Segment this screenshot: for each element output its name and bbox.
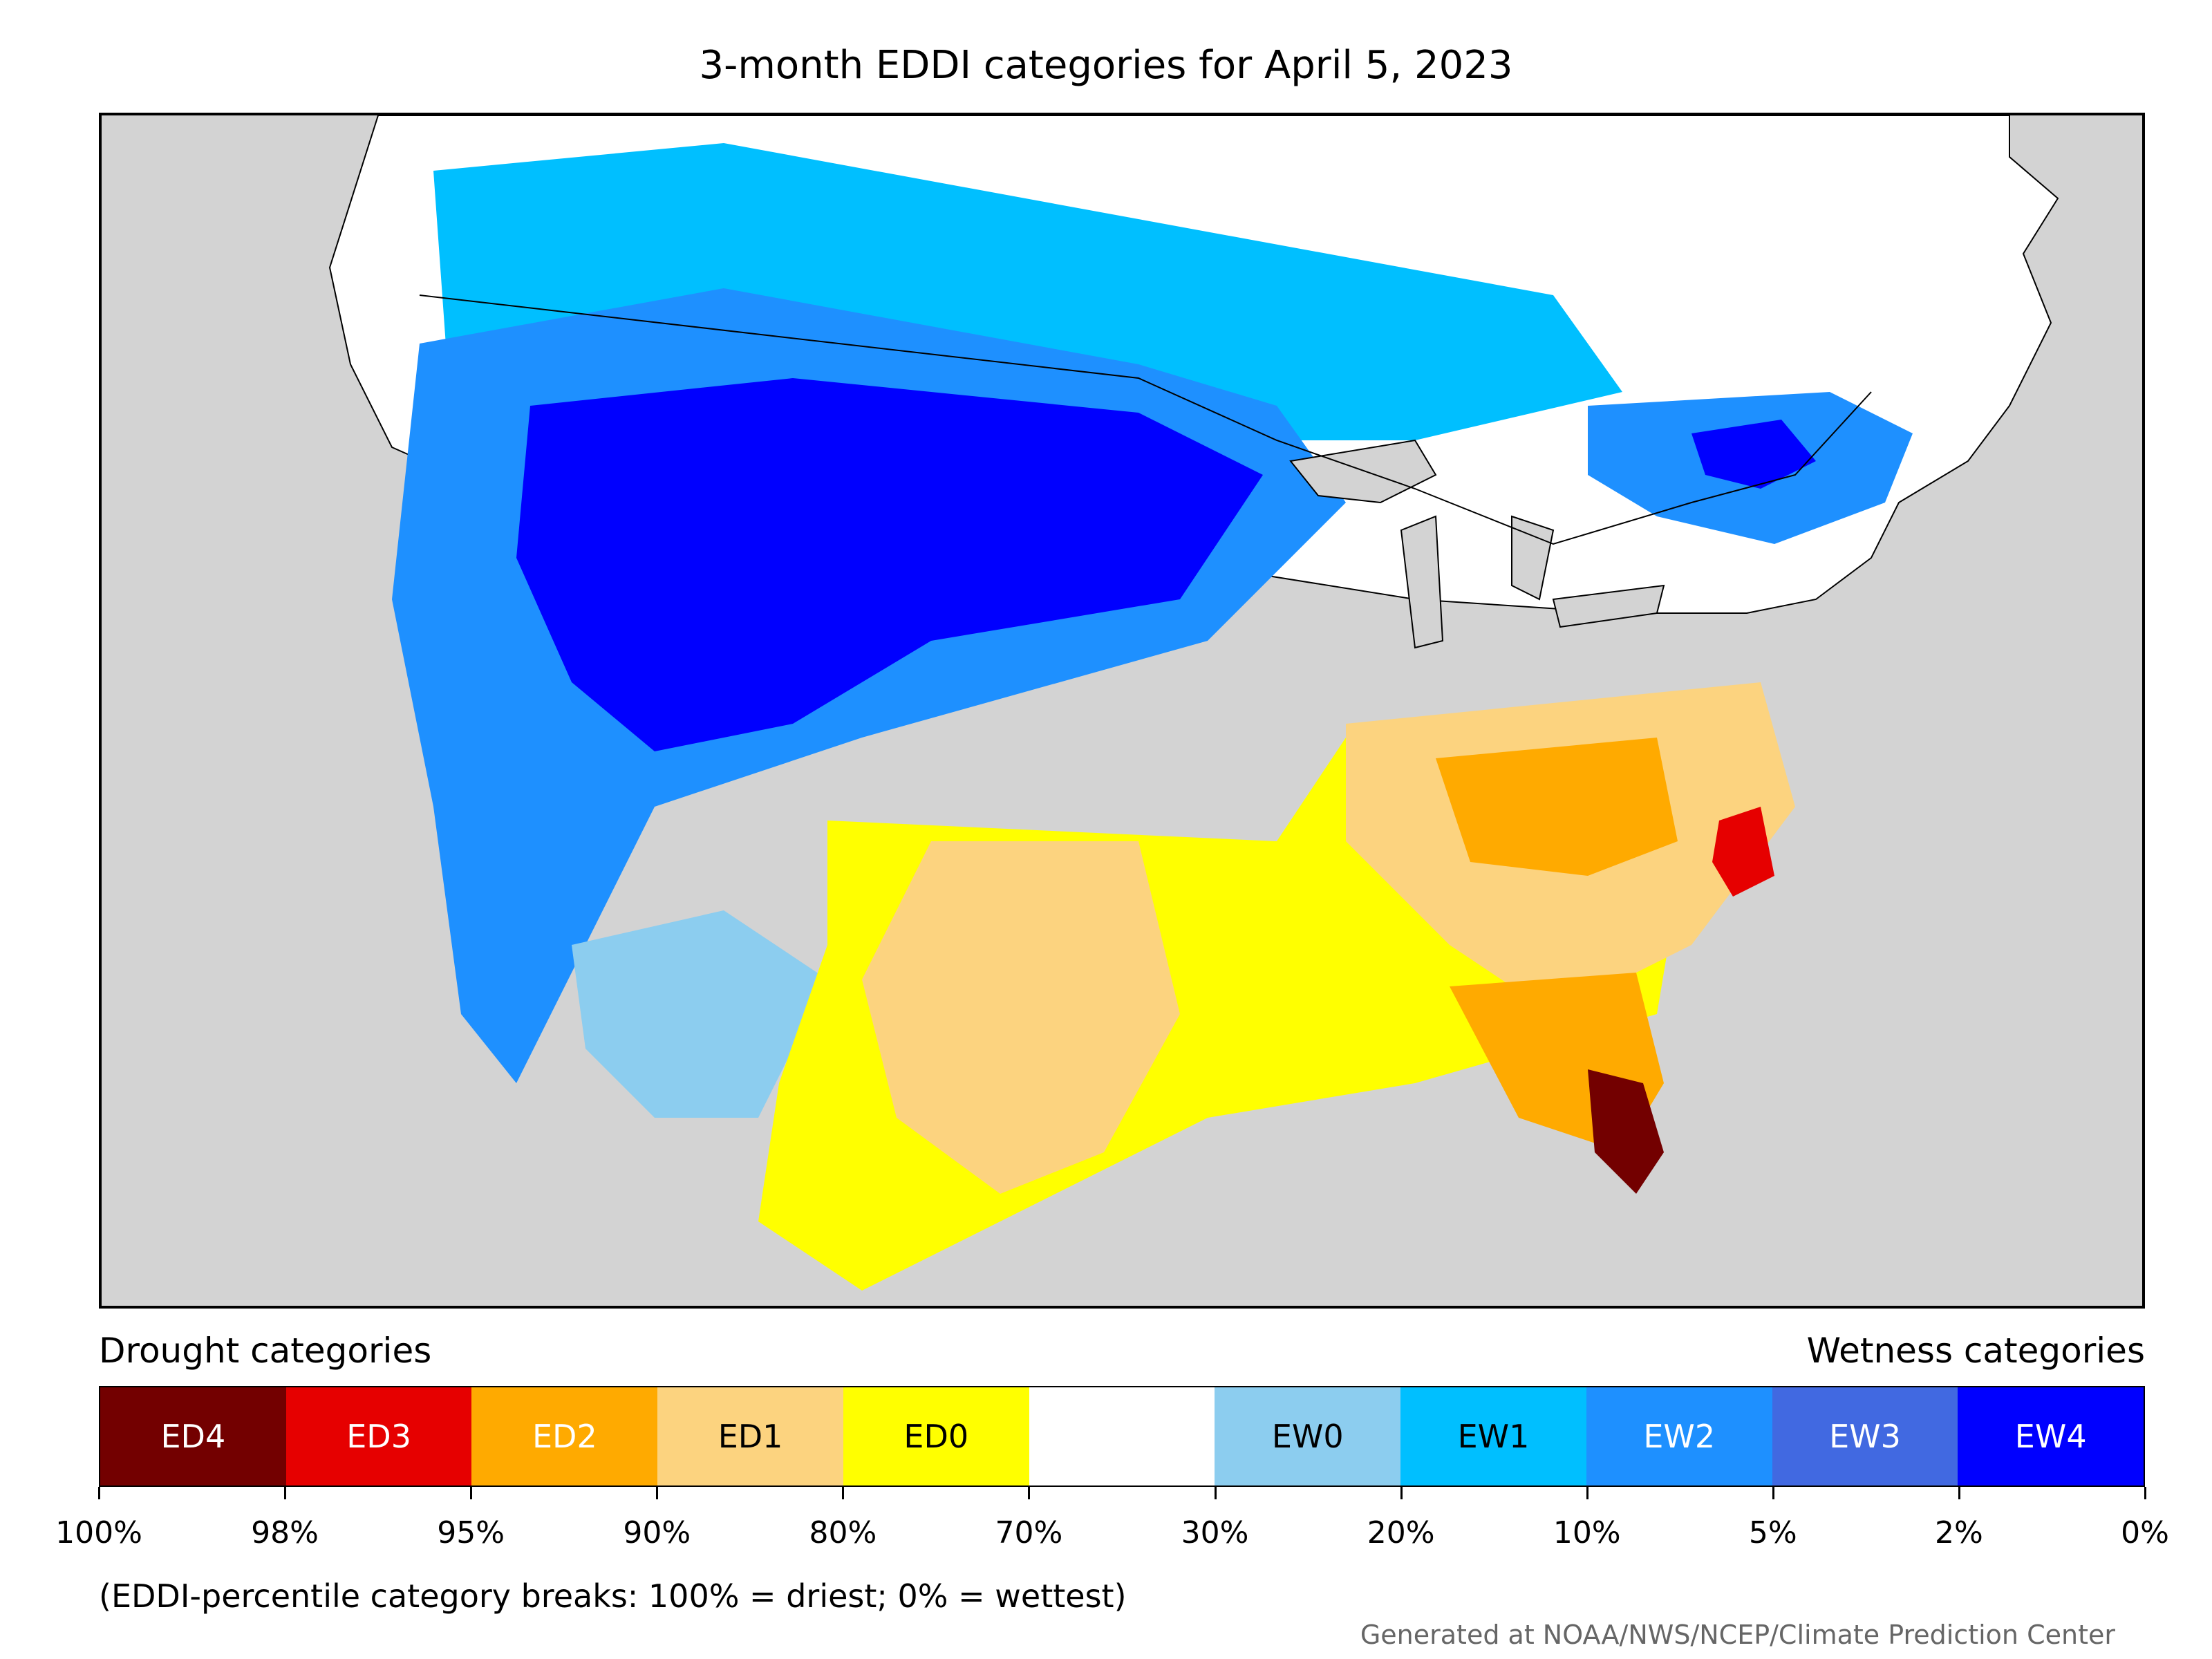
legend-cell-ed0: ED0 <box>843 1387 1029 1485</box>
legend-tick-labels: 100% 98% 95% 90% 80% 70% 30% 20% 10% 5% 2% 0% <box>55 1515 2169 1557</box>
legend-tick <box>1400 1487 1403 1499</box>
legend-tick-label: 2% <box>1935 1515 1983 1550</box>
legend-cell-ew0: EW0 <box>1215 1387 1401 1485</box>
region-ed2-ohio-valley <box>1436 738 1678 876</box>
credit-line: Generated at NOAA/NWS/NCEP/Climate Predi… <box>1360 1620 2115 1650</box>
legend-cell-ed2: ED2 <box>471 1387 658 1485</box>
legend-tick <box>1214 1487 1217 1499</box>
legend-cell-ed3: ED3 <box>285 1387 472 1485</box>
legend-tick-label: 100% <box>55 1515 142 1550</box>
legend-cell-ew4: EW4 <box>1958 1387 2144 1485</box>
legend-tick-label: 98% <box>251 1515 319 1550</box>
legend-tick-label: 80% <box>809 1515 877 1550</box>
legend-color-bar: ED4 ED3 ED2 ED1 ED0 EW0 EW1 EW2 EW3 EW4 <box>99 1386 2145 1487</box>
legend-tick-label: 70% <box>995 1515 1063 1550</box>
map-title: 3-month EDDI categories for April 5, 202… <box>699 43 1513 88</box>
legend-tick-label: 0% <box>2121 1515 2169 1550</box>
legend-tick-label: 5% <box>1748 1515 1797 1550</box>
legend-tick-label: 95% <box>437 1515 505 1550</box>
region-ed4-florida <box>1588 1069 1664 1194</box>
region-ed3-carolina <box>1712 807 1774 897</box>
legend-tick <box>1958 1487 1960 1499</box>
legend-tick-label: 20% <box>1367 1515 1435 1550</box>
legend-tick-label: 30% <box>1181 1515 1249 1550</box>
legend-cell-normal <box>1029 1387 1215 1485</box>
legend-cell-ed1: ED1 <box>657 1387 843 1485</box>
great-lakes <box>1289 439 1665 649</box>
legend-cell-ew2: EW2 <box>1586 1387 1772 1485</box>
region-ew4-quebec <box>1691 420 1816 489</box>
legend-tick <box>470 1487 473 1499</box>
region-ew0-southwest <box>572 910 827 1118</box>
legend-tick <box>1586 1487 1588 1499</box>
legend-tick <box>1028 1487 1031 1499</box>
wetness-categories-title: Wetness categories <box>1806 1331 2145 1371</box>
us-map-svg <box>328 115 2059 1291</box>
legend-tick <box>98 1487 100 1499</box>
legend-tick-label: 10% <box>1553 1515 1621 1550</box>
region-ew4-plains <box>516 378 1263 751</box>
legend-tick <box>656 1487 659 1499</box>
legend-cell-ed4: ED4 <box>100 1387 286 1485</box>
legend-cell-ew3: EW3 <box>1772 1387 1958 1485</box>
legend-tick <box>2144 1487 2146 1499</box>
region-ed1-texas <box>862 841 1180 1194</box>
legend-tick <box>842 1487 845 1499</box>
drought-categories-title: Drought categories <box>99 1331 432 1371</box>
percentile-note: (EDDI-percentile category breaks: 100% =… <box>99 1577 1127 1615</box>
us-canada-border <box>419 294 1872 545</box>
eddi-map <box>99 113 2145 1309</box>
legend-ticks <box>98 1487 2146 1501</box>
legend-tick-label: 90% <box>623 1515 691 1550</box>
legend-tick <box>284 1487 287 1499</box>
legend-cell-ew1: EW1 <box>1400 1387 1586 1485</box>
legend-tick <box>1772 1487 1774 1499</box>
